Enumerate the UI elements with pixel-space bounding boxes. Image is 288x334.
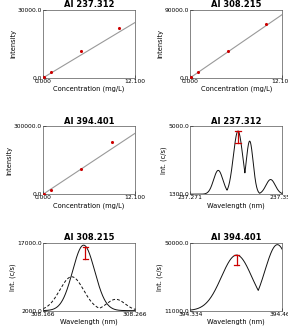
Point <box>79 167 84 172</box>
Y-axis label: Int. (c/s): Int. (c/s) <box>157 263 163 291</box>
X-axis label: Concentration (mg/L): Concentration (mg/L) <box>200 86 272 93</box>
Point <box>42 191 46 196</box>
Title: Al 308.215: Al 308.215 <box>64 233 114 242</box>
Title: Al 308.215: Al 308.215 <box>211 0 262 9</box>
Y-axis label: Intensity: Intensity <box>10 29 16 58</box>
X-axis label: Concentration (mg/L): Concentration (mg/L) <box>54 202 125 209</box>
Y-axis label: Intensity: Intensity <box>7 146 13 175</box>
Point <box>226 48 231 53</box>
Point <box>117 25 122 31</box>
Point <box>264 21 269 26</box>
Point <box>79 48 84 53</box>
Title: Al 394.401: Al 394.401 <box>211 233 262 242</box>
Y-axis label: Int. (c/s): Int. (c/s) <box>10 263 16 291</box>
Point <box>48 187 53 192</box>
Title: Al 237.312: Al 237.312 <box>64 0 114 9</box>
X-axis label: Wavelength (nm): Wavelength (nm) <box>207 319 265 325</box>
Point <box>196 70 200 75</box>
X-axis label: Concentration (mg/L): Concentration (mg/L) <box>54 86 125 93</box>
Y-axis label: Intensity: Intensity <box>158 29 163 58</box>
X-axis label: Wavelength (nm): Wavelength (nm) <box>207 202 265 209</box>
Y-axis label: Int. (c/s): Int. (c/s) <box>160 147 167 174</box>
Point <box>109 140 114 145</box>
Title: Al 237.312: Al 237.312 <box>211 117 262 126</box>
Point <box>42 74 46 80</box>
X-axis label: Wavelength (nm): Wavelength (nm) <box>60 319 118 325</box>
Point <box>189 74 193 80</box>
Title: Al 394.401: Al 394.401 <box>64 117 114 126</box>
Point <box>48 69 53 75</box>
